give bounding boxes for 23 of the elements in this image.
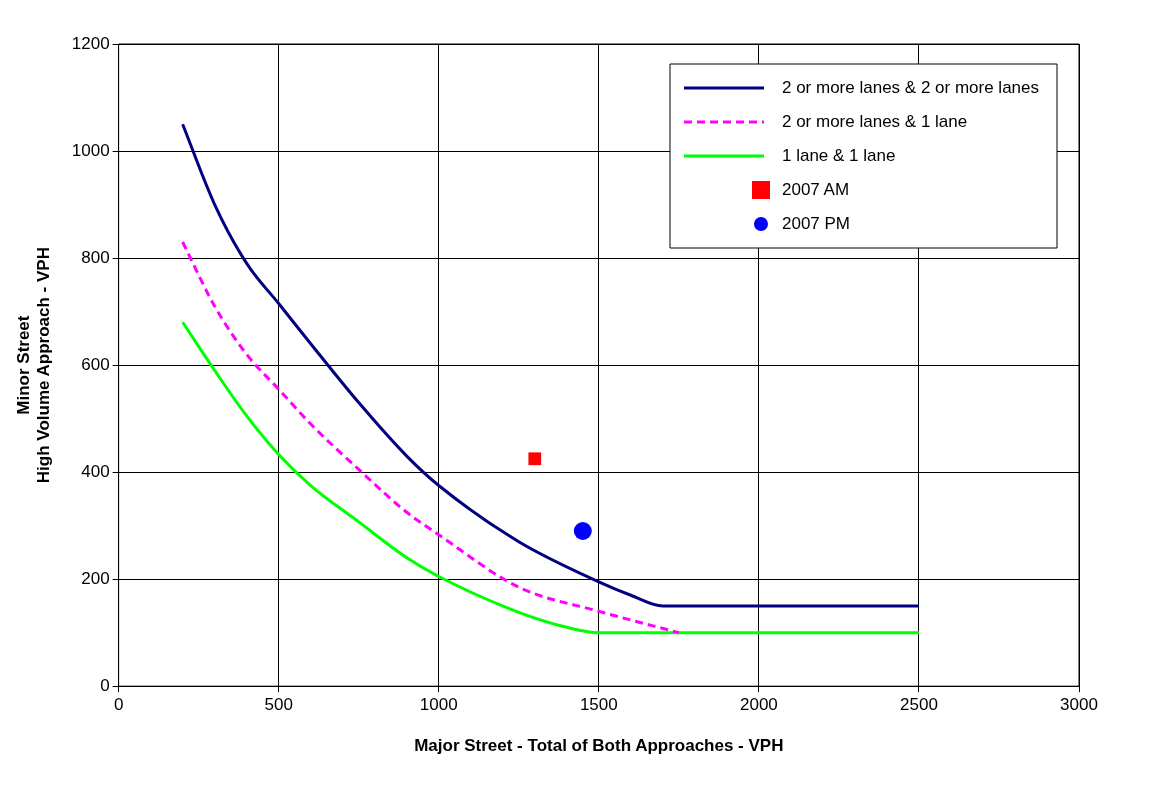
legend-label: 1 lane & 1 lane	[781, 145, 896, 165]
y-tick-label: 0	[100, 675, 110, 695]
x-tick-label: 1500	[579, 695, 618, 715]
x-tick-label: 3000	[1060, 695, 1098, 715]
y-tick-label: 1200	[71, 33, 110, 53]
x-tick-label: 0	[113, 695, 124, 715]
y-tick-label: 200	[81, 568, 110, 588]
line-series	[181, 320, 921, 635]
x-tick-label: 500	[264, 695, 293, 715]
legend-label: 2 or more lanes & 1 lane	[781, 111, 968, 131]
y-tick-label: 1000	[71, 140, 110, 160]
y-tick-label: 600	[81, 354, 110, 374]
x-tick-label: 2000	[739, 695, 778, 715]
line-series	[181, 240, 681, 635]
y-axis-title: Minor Street High Volume Approach - VPH	[13, 247, 54, 484]
legend-label: 2007 AM	[781, 179, 850, 199]
y-tick-label: 400	[81, 461, 110, 481]
y-tick-label: 800	[81, 247, 110, 267]
x-tick-label: 2500	[900, 695, 938, 715]
legend-label: 2 or more lanes & 2 or more lanes	[781, 77, 1040, 97]
x-tick-label: 1000	[419, 695, 458, 715]
legend-label: 2007 PM	[781, 213, 851, 233]
x-axis-title: Major Street - Total of Both Approaches - VPH	[414, 736, 784, 756]
